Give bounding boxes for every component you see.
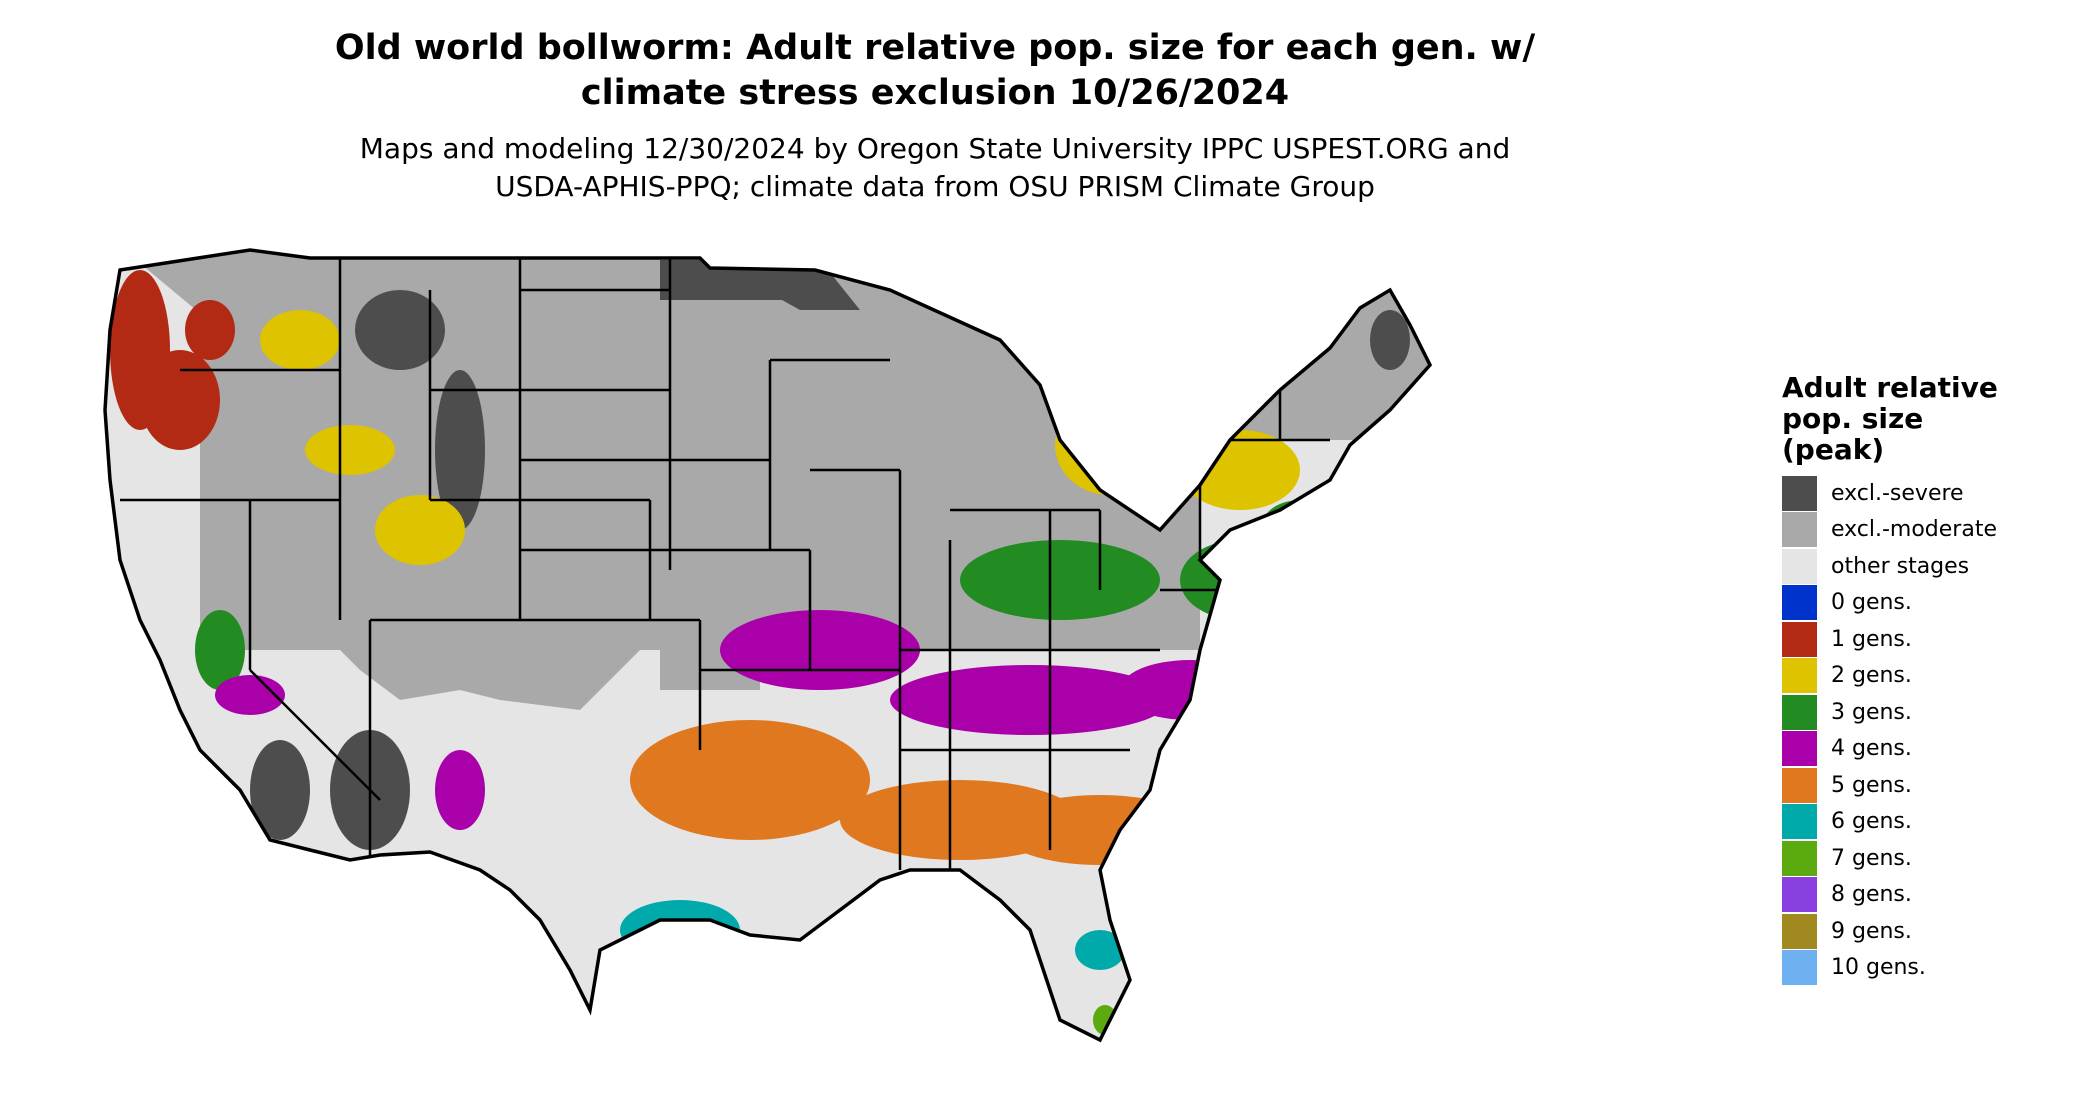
legend-label: excl.-severe (1831, 480, 1964, 506)
map-title: Old world bollworm: Adult relative pop. … (0, 26, 1870, 116)
legend-item: 7 gens. (1782, 840, 2082, 877)
legend-swatch (1782, 621, 1817, 657)
legend-swatch (1782, 804, 1817, 840)
legend-swatch (1782, 767, 1817, 803)
legend-title-line-2: pop. size (1782, 402, 1924, 435)
legend-label: 5 gens. (1831, 772, 1912, 798)
legend-label: 7 gens. (1831, 845, 1912, 871)
legend-item: 8 gens. (1782, 877, 2082, 914)
legend-swatch (1782, 585, 1817, 621)
legend-label: excl.-moderate (1831, 517, 1997, 543)
legend-item: 6 gens. (1782, 804, 2082, 841)
legend-swatch (1782, 840, 1817, 876)
legend-swatch (1782, 950, 1817, 986)
legend-item: excl.-moderate (1782, 512, 2082, 549)
legend-title-line-3: (peak) (1782, 433, 1885, 466)
map-subtitle: Maps and modeling 12/30/2024 by Oregon S… (0, 130, 1870, 206)
legend-label: 1 gens. (1831, 626, 1912, 652)
state-borders (120, 258, 1330, 870)
legend-swatch (1782, 877, 1817, 913)
map-subtitle-line-1: Maps and modeling 12/30/2024 by Oregon S… (359, 132, 1511, 165)
legend-label: 8 gens. (1831, 882, 1912, 908)
legend-swatch (1782, 694, 1817, 730)
legend-swatch (1782, 512, 1817, 548)
legend-item: excl.-severe (1782, 475, 2082, 512)
legend-label: 2 gens. (1831, 663, 1912, 689)
legend-items: excl.-severe excl.-moderate other stages 0 … (1782, 475, 2082, 986)
legend-title: Adult relative pop. size (peak) (1782, 372, 2082, 465)
us-map (103, 248, 1432, 1042)
legend-label: 10 gens. (1831, 955, 1926, 981)
legend-item: 4 gens. (1782, 731, 2082, 768)
legend-label: 0 gens. (1831, 590, 1912, 616)
map-title-line-1: Old world bollworm: Adult relative pop. … (334, 28, 1536, 68)
legend-title-line-1: Adult relative (1782, 371, 1998, 404)
legend-item: other stages (1782, 548, 2082, 585)
legend-item: 0 gens. (1782, 585, 2082, 622)
legend-swatch (1782, 913, 1817, 949)
map-legend: Adult relative pop. size (peak) excl.-se… (1782, 372, 2082, 986)
legend-swatch (1782, 548, 1817, 584)
legend-swatch (1782, 658, 1817, 694)
legend-item: 1 gens. (1782, 621, 2082, 658)
legend-swatch (1782, 475, 1817, 511)
legend-label: 6 gens. (1831, 809, 1912, 835)
legend-label: 9 gens. (1831, 918, 1912, 944)
map-subtitle-line-2: USDA-APHIS-PPQ; climate data from OSU PR… (495, 170, 1375, 203)
legend-item: 5 gens. (1782, 767, 2082, 804)
legend-item: 9 gens. (1782, 913, 2082, 950)
1-gen-region (110, 270, 235, 450)
legend-swatch (1782, 731, 1817, 767)
legend-item: 2 gens. (1782, 658, 2082, 695)
legend-label: 3 gens. (1831, 699, 1912, 725)
legend-label: 4 gens. (1831, 736, 1912, 762)
legend-item: 3 gens. (1782, 694, 2082, 731)
map-title-line-2: climate stress exclusion 10/26/2024 (580, 73, 1290, 113)
7-gen-region (598, 970, 1117, 1035)
legend-label: other stages (1831, 553, 1970, 579)
legend-item: 10 gens. (1782, 950, 2082, 987)
